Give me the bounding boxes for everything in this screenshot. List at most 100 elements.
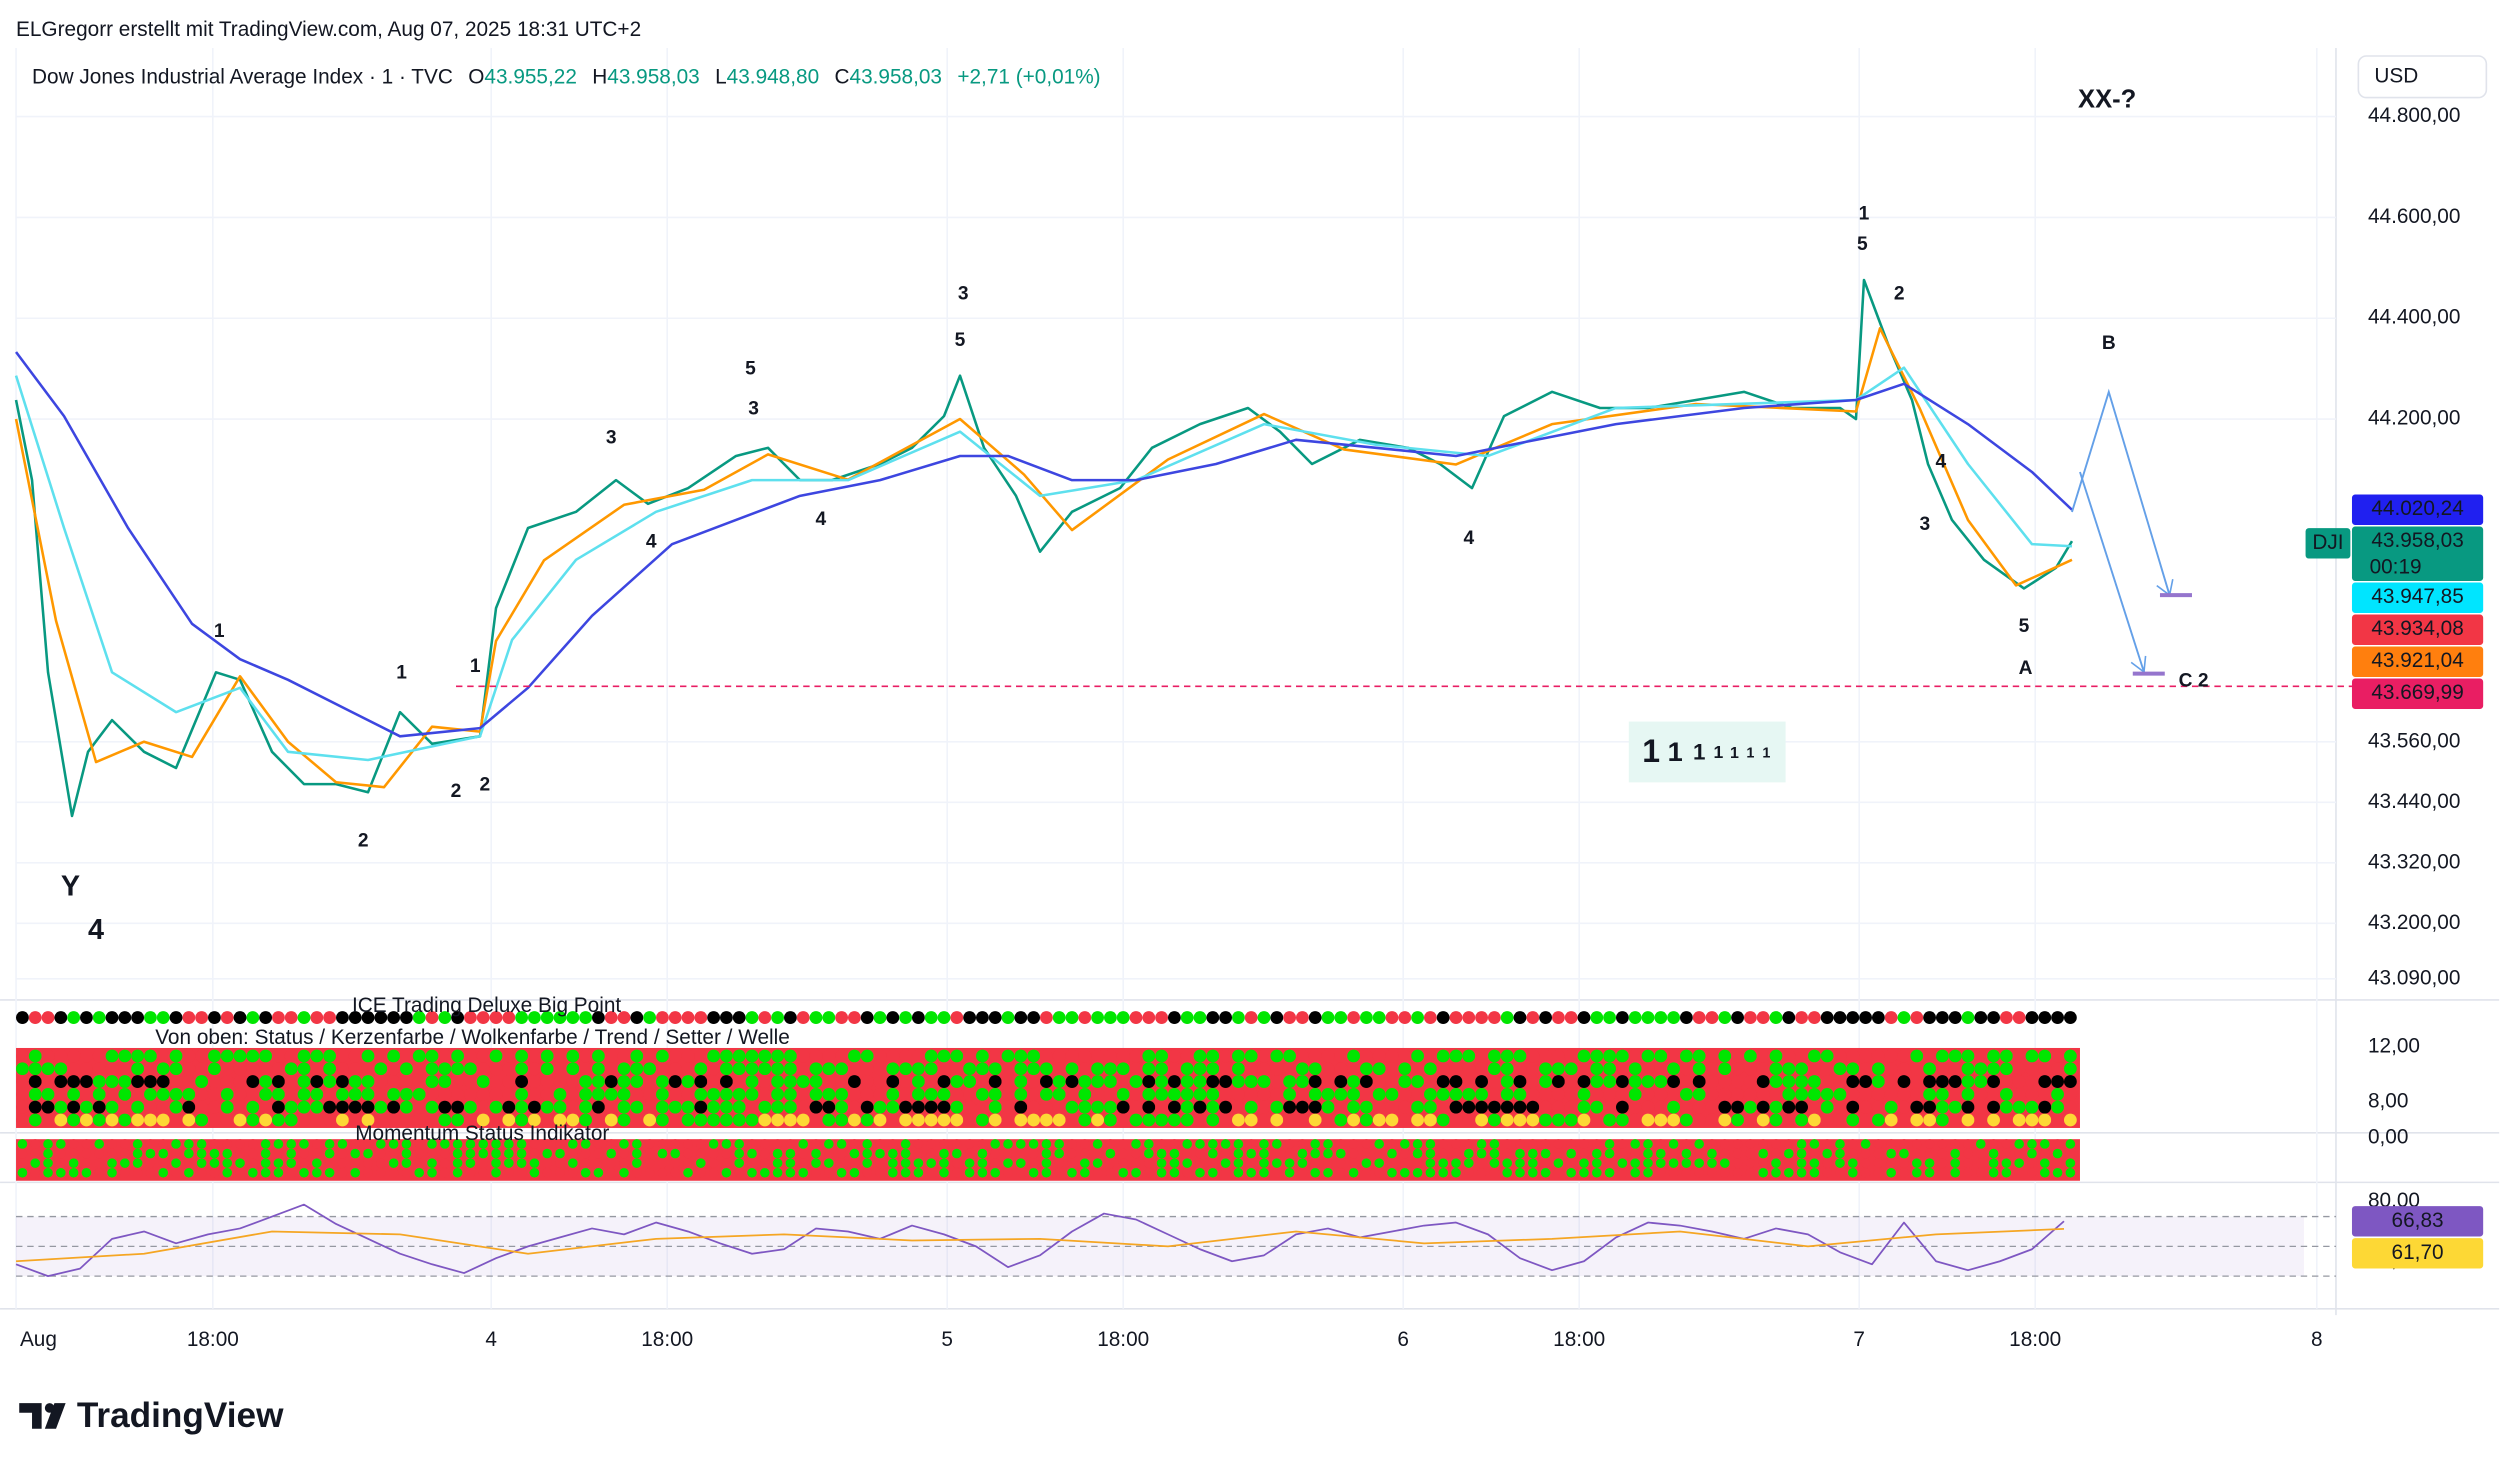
signal-dot [310, 1049, 324, 1063]
signal-dot [670, 1158, 681, 1168]
signal-dot [568, 1158, 578, 1168]
signal-dot [2038, 1075, 2052, 1088]
signal-dot [1860, 1158, 1871, 1168]
signal-dot [1923, 1049, 1936, 1063]
signal-dot [1271, 1148, 1282, 1159]
signal-dot [1001, 1011, 1015, 1024]
signal-dot [1897, 1087, 1911, 1101]
signal-dot [464, 1062, 477, 1076]
signal-dot [1526, 1113, 1540, 1127]
signal-dot [1078, 1062, 1092, 1076]
signal-dot [350, 1167, 361, 1178]
signal-dot [1809, 1167, 1820, 1178]
currency-button[interactable] [2357, 55, 2488, 99]
signal-dot [476, 1075, 490, 1088]
signal-dot [707, 1011, 721, 1024]
signal-dot [28, 1087, 42, 1101]
signal-dot [860, 1011, 874, 1024]
signal-dot [284, 1075, 298, 1088]
signal-dot [1257, 1075, 1271, 1088]
signal-dot [784, 1075, 797, 1088]
signal-dot [1065, 1075, 1079, 1088]
wave-label: 3 [748, 399, 759, 420]
signal-dot [1475, 1075, 1488, 1088]
signal-dot [259, 1062, 273, 1076]
signal-dot [1769, 1049, 1783, 1063]
signal-dot [745, 1011, 759, 1024]
signal-dot [1436, 1100, 1450, 1114]
signal-dot [1295, 1087, 1309, 1101]
signal-dot [860, 1062, 874, 1076]
signal-dot [860, 1087, 874, 1101]
signal-dot [131, 1087, 145, 1101]
signal-dot [1769, 1113, 1783, 1127]
signal-dot [617, 1075, 631, 1088]
signal-dot [388, 1167, 399, 1178]
signal-dot [670, 1139, 681, 1149]
signal-dot [158, 1148, 169, 1159]
wave-label: Y [61, 871, 80, 903]
signal-dot [657, 1167, 668, 1178]
signal-dot [2051, 1100, 2064, 1114]
signal-dot [41, 1049, 55, 1063]
signal-dot [273, 1158, 284, 1168]
signal-dot [107, 1148, 117, 1159]
signal-dot [1297, 1167, 1308, 1178]
signal-dot [644, 1139, 655, 1149]
signal-dot [1425, 1139, 1436, 1149]
signal-dot [209, 1148, 220, 1159]
signal-dot [1630, 1158, 1640, 1168]
signal-dot [643, 1087, 657, 1101]
signal-dot [732, 1049, 746, 1063]
signal-dot [158, 1139, 169, 1149]
signal-dot [1745, 1158, 1756, 1168]
signal-dot [1579, 1167, 1589, 1178]
signal-dot [1719, 1158, 1730, 1168]
signal-dot [1462, 1011, 1476, 1024]
symbol-tag [2305, 528, 2351, 559]
signal-dot [1244, 1113, 1258, 1127]
signal-dot [1270, 1087, 1284, 1101]
signal-dot [1182, 1167, 1193, 1178]
signal-dot [976, 1113, 989, 1127]
signal-dot [476, 1113, 490, 1127]
signal-dot [145, 1167, 156, 1178]
signal-dot [809, 1087, 823, 1101]
signal-dot [1923, 1100, 1936, 1114]
signal-dot [1679, 1062, 1693, 1076]
signal-dot [1423, 1011, 1437, 1024]
signal-dot [1935, 1087, 1949, 1101]
signal-dot [617, 1049, 631, 1063]
signal-dot [1860, 1148, 1871, 1159]
signal-dot [1308, 1011, 1322, 1024]
signal-dot [516, 1148, 527, 1159]
signal-dot [246, 1113, 260, 1127]
signal-dot [1451, 1148, 1461, 1159]
signal-dot [1553, 1139, 1564, 1149]
signal-dot [1617, 1158, 1628, 1168]
signal-dot [438, 1100, 452, 1114]
signal-dot [1169, 1158, 1180, 1168]
signal-dot [579, 1075, 593, 1088]
signal-dot [1500, 1049, 1514, 1063]
signal-dot [1438, 1139, 1448, 1149]
signal-dot [553, 1087, 567, 1101]
signal-dot [336, 1100, 349, 1114]
signal-dot [248, 1158, 258, 1168]
signal-dot [555, 1139, 565, 1149]
signal-dot [529, 1148, 540, 1159]
signal-dot [1398, 1049, 1412, 1063]
signal-dot [1284, 1139, 1295, 1149]
signal-dot [758, 1011, 772, 1024]
signal-dot [1244, 1100, 1258, 1114]
signal-dot [28, 1075, 42, 1088]
signal-dot [400, 1062, 413, 1076]
signal-dot [1104, 1087, 1117, 1101]
y-tick-label: 43.090,00 [2368, 966, 2460, 989]
signal-dot [1771, 1167, 1781, 1178]
signal-dot [272, 1100, 285, 1114]
signal-dot [401, 1158, 412, 1168]
signal-dot [1182, 1148, 1193, 1159]
signal-dot [1654, 1113, 1668, 1127]
symbol-header[interactable]: Dow Jones Industrial Average Index · 1 ·… [32, 66, 1101, 89]
